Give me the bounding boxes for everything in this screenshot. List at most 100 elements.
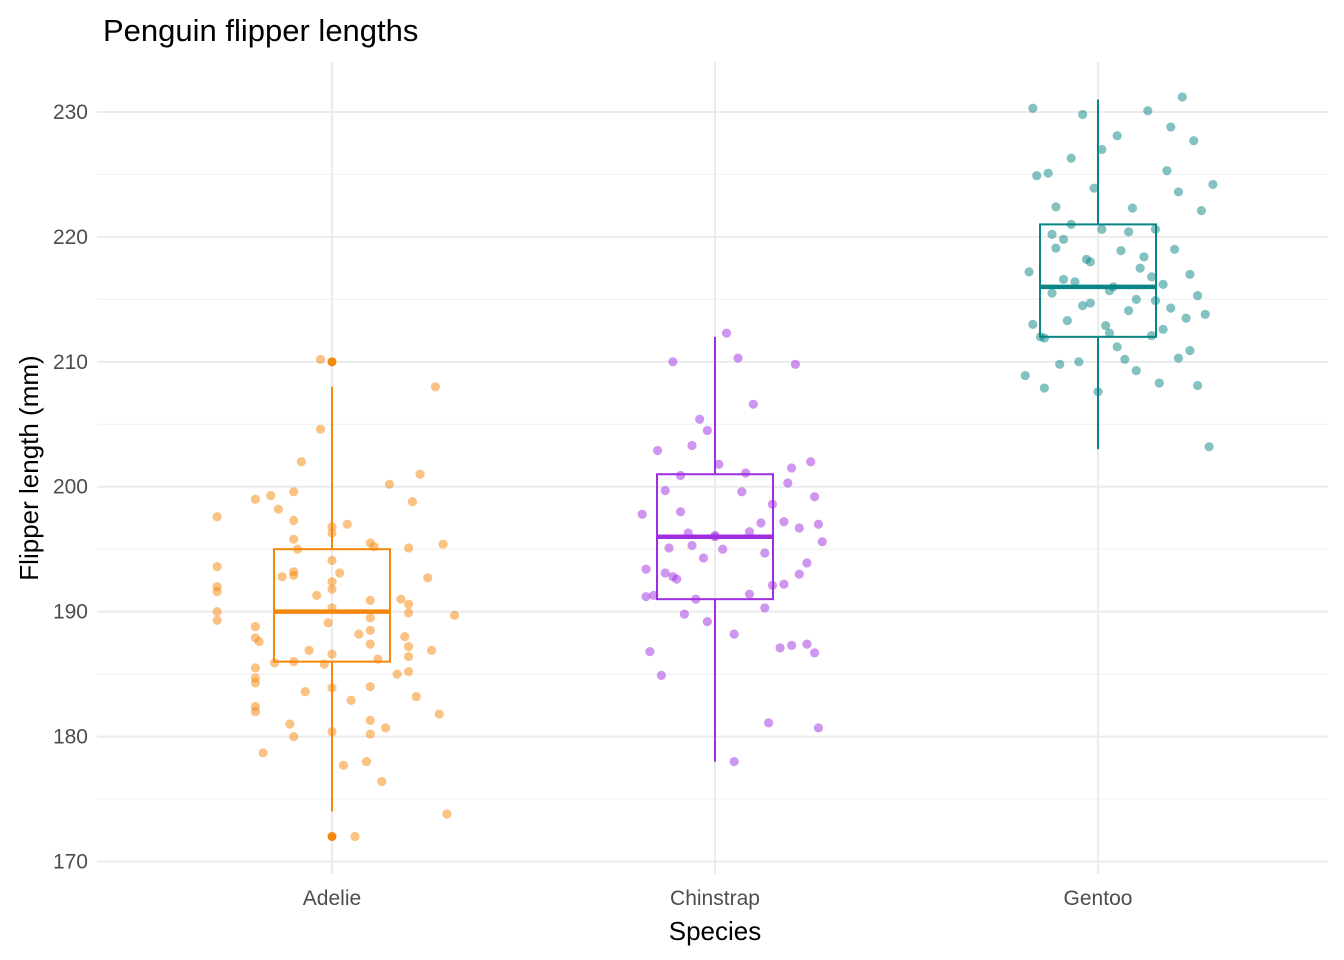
data-point <box>1104 286 1115 296</box>
data-point <box>741 468 751 478</box>
data-point <box>1131 294 1141 304</box>
data-point <box>787 463 797 473</box>
data-point <box>434 709 444 719</box>
data-point <box>449 610 460 621</box>
data-point <box>404 652 414 662</box>
data-point <box>438 539 448 549</box>
data-point <box>737 487 747 497</box>
data-point <box>767 499 778 509</box>
data-point <box>277 572 287 582</box>
data-point <box>365 682 375 692</box>
data-point <box>285 719 295 729</box>
data-point <box>365 625 375 636</box>
data-point <box>1104 328 1115 338</box>
data-point <box>802 639 812 649</box>
data-point <box>702 425 712 436</box>
data-point <box>1150 224 1161 234</box>
data-point <box>1043 168 1053 178</box>
data-point <box>760 548 770 558</box>
data-point <box>660 485 670 496</box>
data-point <box>1028 103 1038 113</box>
data-point <box>1204 442 1214 452</box>
data-point <box>250 622 260 632</box>
data-point <box>1078 301 1088 311</box>
box-outlier-point <box>327 832 337 842</box>
y-tick-label: 180 <box>53 726 88 749</box>
data-point <box>381 723 391 733</box>
data-point <box>365 595 375 606</box>
data-point <box>250 673 260 683</box>
data-point <box>660 568 670 578</box>
data-point <box>377 776 387 787</box>
data-point <box>327 584 337 594</box>
data-point <box>1066 153 1076 163</box>
y-tick-label: 210 <box>53 351 88 374</box>
data-point <box>258 748 268 758</box>
data-point <box>721 328 732 338</box>
data-point <box>365 538 375 548</box>
data-point <box>396 594 406 604</box>
box-outlier-point <box>327 357 337 367</box>
data-point <box>373 654 383 664</box>
data-point <box>1173 187 1184 197</box>
data-point <box>1112 131 1122 141</box>
data-point <box>1189 136 1199 146</box>
data-point <box>315 354 326 364</box>
data-point <box>365 729 375 739</box>
data-point <box>1127 203 1138 213</box>
data-point <box>802 558 812 568</box>
data-point <box>1131 365 1141 376</box>
data-point <box>1116 246 1126 256</box>
data-point <box>1200 309 1210 319</box>
data-point <box>1124 305 1134 316</box>
data-point <box>365 639 375 649</box>
data-point <box>1062 315 1072 326</box>
box-plots <box>273 99 1157 842</box>
data-point <box>668 357 678 367</box>
data-point <box>1166 303 1176 313</box>
data-point <box>327 577 337 587</box>
data-point <box>423 573 433 583</box>
data-point <box>744 527 755 537</box>
data-point <box>404 543 414 553</box>
data-point <box>365 715 375 725</box>
data-point <box>335 568 345 578</box>
data-point <box>212 615 222 626</box>
data-point <box>779 579 789 589</box>
data-point <box>1070 277 1080 287</box>
data-point <box>1177 92 1187 102</box>
data-point <box>1039 333 1049 343</box>
data-point <box>679 609 689 619</box>
data-point <box>354 629 364 639</box>
data-point <box>392 669 402 679</box>
data-point <box>327 555 337 566</box>
data-point <box>212 587 222 597</box>
data-point <box>1089 183 1099 193</box>
data-point <box>1192 291 1203 301</box>
data-point <box>350 831 360 842</box>
data-point <box>1058 274 1069 284</box>
data-point <box>1055 359 1065 369</box>
data-point <box>783 478 793 488</box>
data-point <box>668 572 678 582</box>
data-point <box>641 564 651 574</box>
data-point <box>1147 272 1157 282</box>
data-point <box>319 659 329 669</box>
jitter-points <box>212 92 1218 842</box>
data-point <box>1093 387 1103 397</box>
data-point <box>266 490 276 501</box>
data-point <box>748 399 758 409</box>
data-point <box>1143 106 1153 116</box>
data-point <box>813 519 824 529</box>
y-tick-label: 200 <box>53 476 88 499</box>
data-point <box>1185 269 1195 279</box>
data-point <box>289 487 299 497</box>
data-point <box>760 603 770 613</box>
data-point <box>641 592 651 602</box>
data-point <box>404 642 414 652</box>
data-point <box>1170 244 1180 254</box>
x-axis-tick-labels: Adelie Chinstrap Gentoo <box>303 887 1133 910</box>
data-point <box>327 726 337 737</box>
data-point <box>361 756 372 767</box>
data-point <box>1150 296 1161 306</box>
